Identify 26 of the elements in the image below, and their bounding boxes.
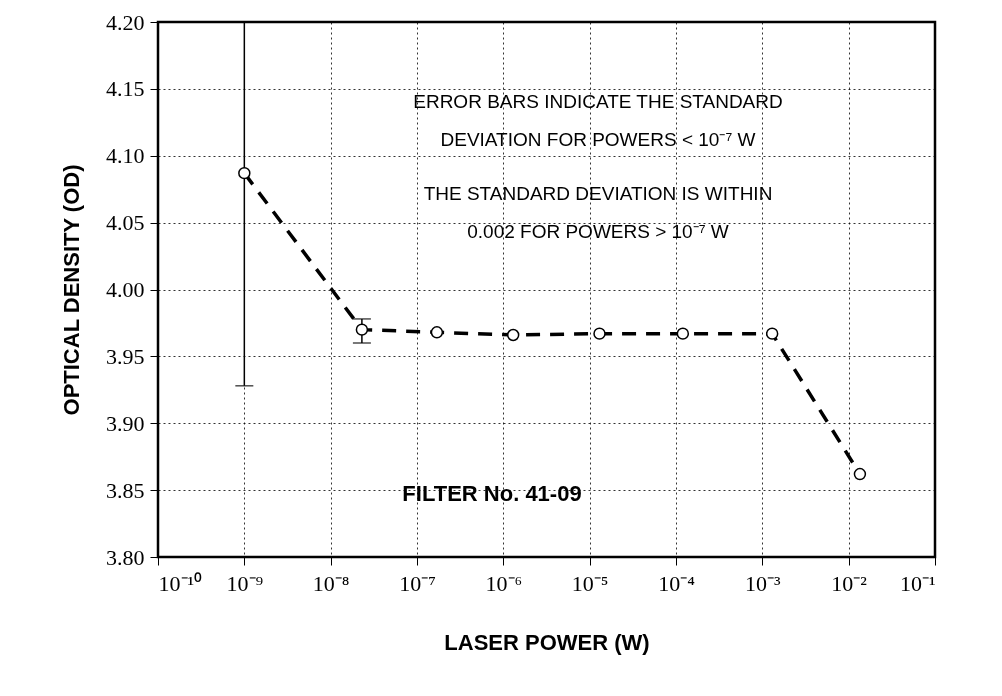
annotation: FILTER No. 41-09 [402, 481, 582, 506]
x-tick-label: 10⁻¹⁰ [158, 570, 203, 596]
annotation: 0.002 FOR POWERS > 10⁻⁷ W [467, 221, 729, 242]
y-tick-label: 4.05 [106, 210, 145, 236]
x-tick-label: 10⁻⁷ [399, 570, 436, 596]
x-tick-label: 10⁻⁶ [485, 570, 523, 596]
y-tick-label: 4.15 [106, 76, 145, 102]
annotation: DEVIATION FOR POWERS < 10⁻⁷ W [440, 129, 756, 150]
y-tick-label: 4.10 [106, 143, 145, 169]
x-tick-label: 10⁻¹ [899, 570, 936, 596]
y-tick-label: 4.20 [106, 9, 145, 35]
y-tick-label: 3.80 [106, 544, 145, 570]
y-tick-label: 3.90 [106, 410, 145, 436]
y-tick-label: 3.95 [106, 343, 145, 369]
x-tick-label: 10⁻⁴ [658, 570, 696, 596]
annotation: THE STANDARD DEVIATION IS WITHIN [423, 183, 773, 204]
annotation: ERROR BARS INDICATE THE STANDARD [413, 91, 783, 112]
y-tick-label: 3.85 [106, 477, 145, 503]
x-tick-label: 10⁻³ [745, 570, 782, 596]
x-tick-label: 10⁻⁸ [312, 570, 350, 596]
y-axis-title: OPTICAL DENSITY (OD) [59, 164, 84, 416]
y-tick-label: 4.00 [106, 277, 145, 302]
x-tick-label: 10⁻⁵ [571, 570, 609, 596]
x-axis-title: LASER POWER (W) [444, 629, 650, 655]
x-tick-label: 10⁻⁹ [226, 570, 264, 596]
x-tick-label: 10⁻² [831, 570, 868, 596]
